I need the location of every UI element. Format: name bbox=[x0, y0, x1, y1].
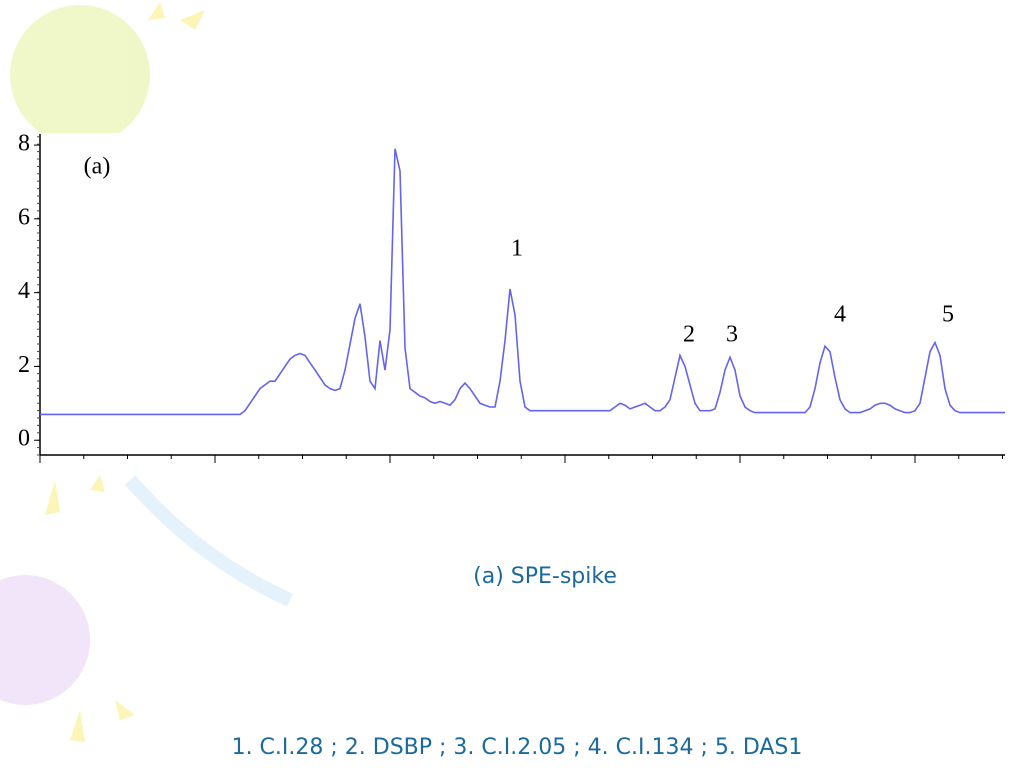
footnote: 1. C.I.28 ; 2. DSBP ; 3. C.I.2.05 ; 4. C… bbox=[232, 735, 803, 760]
y-tick-label: 6 bbox=[18, 204, 30, 230]
background-decoration bbox=[0, 2, 293, 742]
peak-label: 4 bbox=[834, 302, 846, 328]
peak-label: (a) bbox=[84, 154, 111, 180]
peak-label: 1 bbox=[511, 236, 523, 262]
y-tick-label: 8 bbox=[18, 131, 30, 157]
y-tick-label: 0 bbox=[18, 426, 30, 452]
y-tick-label: 2 bbox=[18, 352, 30, 378]
y-tick-label: 4 bbox=[18, 278, 30, 304]
chromatogram-trace bbox=[40, 148, 1005, 416]
caption: (a) SPE-spike bbox=[473, 564, 617, 589]
peak-label: 3 bbox=[726, 322, 738, 348]
peak-label: 2 bbox=[683, 322, 695, 348]
chart: 0 2 4 6 8 (a) 1 2 3 4 5 bbox=[18, 131, 1005, 463]
peak-label: 5 bbox=[942, 302, 954, 328]
